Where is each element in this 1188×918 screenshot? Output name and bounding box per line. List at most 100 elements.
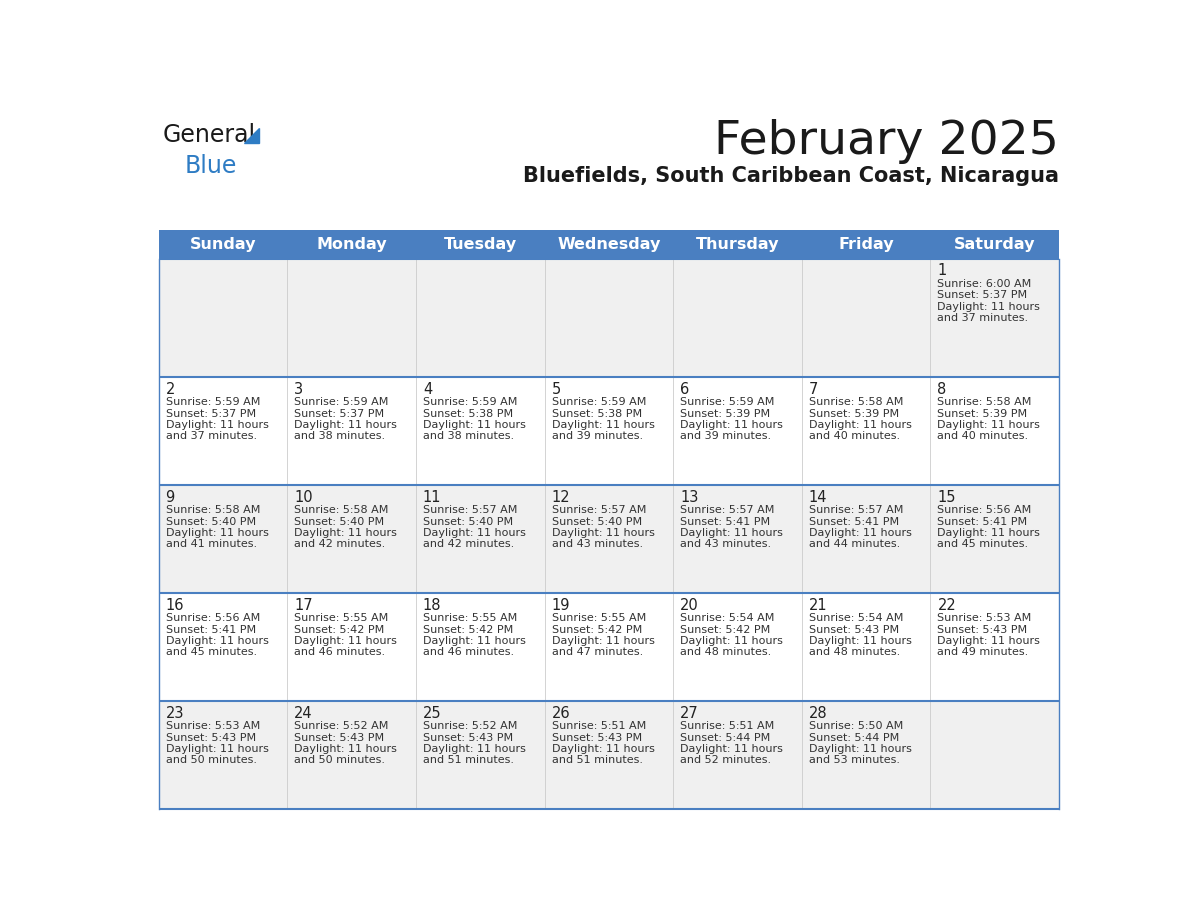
Text: and 53 minutes.: and 53 minutes. [809,756,899,766]
Text: Sunrise: 5:52 AM: Sunrise: 5:52 AM [295,722,388,732]
Text: Daylight: 11 hours: Daylight: 11 hours [165,744,268,754]
Text: Sunset: 5:37 PM: Sunset: 5:37 PM [937,290,1028,300]
Text: Sunrise: 5:52 AM: Sunrise: 5:52 AM [423,722,517,732]
Text: Sunday: Sunday [190,237,257,252]
Text: 12: 12 [551,490,570,505]
Text: 20: 20 [681,598,699,613]
Text: Sunrise: 5:54 AM: Sunrise: 5:54 AM [809,613,903,623]
Text: and 38 minutes.: and 38 minutes. [423,431,514,442]
Text: Daylight: 11 hours: Daylight: 11 hours [423,420,526,430]
Text: Sunset: 5:40 PM: Sunset: 5:40 PM [165,517,255,527]
Text: and 43 minutes.: and 43 minutes. [681,540,771,549]
Text: Sunrise: 5:57 AM: Sunrise: 5:57 AM [681,505,775,515]
Text: 22: 22 [937,598,956,613]
Text: Sunrise: 5:57 AM: Sunrise: 5:57 AM [423,505,517,515]
Text: Sunrise: 5:58 AM: Sunrise: 5:58 AM [937,397,1032,408]
Bar [158,701,1060,810]
Text: 17: 17 [295,598,312,613]
Text: and 52 minutes.: and 52 minutes. [681,756,771,766]
Text: Sunset: 5:41 PM: Sunset: 5:41 PM [681,517,770,527]
Text: and 49 minutes.: and 49 minutes. [937,647,1029,657]
Text: Daylight: 11 hours: Daylight: 11 hours [423,528,526,538]
Text: Sunrise: 5:56 AM: Sunrise: 5:56 AM [165,613,260,623]
Text: Daylight: 11 hours: Daylight: 11 hours [165,420,268,430]
Text: 2: 2 [165,382,175,397]
Text: Sunset: 5:42 PM: Sunset: 5:42 PM [551,624,642,634]
Text: Daylight: 11 hours: Daylight: 11 hours [165,636,268,646]
Text: 27: 27 [681,706,699,721]
Text: Daylight: 11 hours: Daylight: 11 hours [423,636,526,646]
Text: and 40 minutes.: and 40 minutes. [937,431,1029,442]
Text: Daylight: 11 hours: Daylight: 11 hours [937,636,1041,646]
Text: Sunset: 5:44 PM: Sunset: 5:44 PM [809,733,899,743]
Text: and 38 minutes.: and 38 minutes. [295,431,385,442]
Text: Sunset: 5:40 PM: Sunset: 5:40 PM [423,517,513,527]
Text: Daylight: 11 hours: Daylight: 11 hours [551,528,655,538]
Text: 15: 15 [937,490,956,505]
Text: 8: 8 [937,382,947,397]
Text: Sunset: 5:43 PM: Sunset: 5:43 PM [423,733,513,743]
Text: Sunset: 5:37 PM: Sunset: 5:37 PM [165,409,255,419]
Text: Sunset: 5:43 PM: Sunset: 5:43 PM [295,733,385,743]
Text: Daylight: 11 hours: Daylight: 11 hours [551,420,655,430]
Text: Daylight: 11 hours: Daylight: 11 hours [809,744,911,754]
Text: Daylight: 11 hours: Daylight: 11 hours [295,744,397,754]
Text: Sunrise: 5:50 AM: Sunrise: 5:50 AM [809,722,903,732]
Text: Sunrise: 6:00 AM: Sunrise: 6:00 AM [937,279,1031,289]
Text: February 2025: February 2025 [714,119,1060,164]
Bar [158,259,1060,377]
Text: 16: 16 [165,598,184,613]
Text: Sunrise: 5:59 AM: Sunrise: 5:59 AM [681,397,775,408]
Text: Sunrise: 5:55 AM: Sunrise: 5:55 AM [295,613,388,623]
Text: and 39 minutes.: and 39 minutes. [551,431,643,442]
Text: Saturday: Saturday [954,237,1036,252]
Text: Sunrise: 5:53 AM: Sunrise: 5:53 AM [937,613,1031,623]
Text: Daylight: 11 hours: Daylight: 11 hours [809,420,911,430]
Text: Sunrise: 5:58 AM: Sunrise: 5:58 AM [165,505,260,515]
Text: Daylight: 11 hours: Daylight: 11 hours [165,528,268,538]
Text: Daylight: 11 hours: Daylight: 11 hours [551,636,655,646]
Text: Daylight: 11 hours: Daylight: 11 hours [809,636,911,646]
Text: 18: 18 [423,598,442,613]
Text: 26: 26 [551,706,570,721]
Text: Sunset: 5:43 PM: Sunset: 5:43 PM [551,733,642,743]
Text: Sunset: 5:43 PM: Sunset: 5:43 PM [809,624,899,634]
Text: Daylight: 11 hours: Daylight: 11 hours [937,528,1041,538]
Bar [158,377,1060,486]
Text: Daylight: 11 hours: Daylight: 11 hours [423,744,526,754]
Text: Sunrise: 5:59 AM: Sunrise: 5:59 AM [551,397,646,408]
Text: and 42 minutes.: and 42 minutes. [423,540,514,549]
Text: 7: 7 [809,382,819,397]
Text: Daylight: 11 hours: Daylight: 11 hours [937,302,1041,311]
Text: and 43 minutes.: and 43 minutes. [551,540,643,549]
Text: Daylight: 11 hours: Daylight: 11 hours [681,744,783,754]
Text: Sunrise: 5:51 AM: Sunrise: 5:51 AM [551,722,646,732]
Text: Sunset: 5:41 PM: Sunset: 5:41 PM [809,517,899,527]
Bar [158,230,1060,259]
Text: and 44 minutes.: and 44 minutes. [809,540,901,549]
Text: and 50 minutes.: and 50 minutes. [165,756,257,766]
Text: Sunrise: 5:53 AM: Sunrise: 5:53 AM [165,722,260,732]
Text: and 45 minutes.: and 45 minutes. [165,647,257,657]
Text: Sunrise: 5:57 AM: Sunrise: 5:57 AM [809,505,903,515]
Bar [158,593,1060,701]
Text: and 45 minutes.: and 45 minutes. [937,540,1029,549]
Text: 19: 19 [551,598,570,613]
Text: Sunset: 5:40 PM: Sunset: 5:40 PM [551,517,642,527]
Text: and 48 minutes.: and 48 minutes. [809,647,901,657]
Text: Friday: Friday [839,237,893,252]
Text: Sunrise: 5:51 AM: Sunrise: 5:51 AM [681,722,775,732]
Text: and 51 minutes.: and 51 minutes. [551,756,643,766]
Text: and 51 minutes.: and 51 minutes. [423,756,514,766]
Text: 5: 5 [551,382,561,397]
Text: 23: 23 [165,706,184,721]
Text: Wednesday: Wednesday [557,237,661,252]
Text: Bluefields, South Caribbean Coast, Nicaragua: Bluefields, South Caribbean Coast, Nicar… [523,165,1060,185]
Text: Sunset: 5:41 PM: Sunset: 5:41 PM [165,624,255,634]
Text: Sunset: 5:43 PM: Sunset: 5:43 PM [165,733,255,743]
Text: Monday: Monday [316,237,387,252]
Text: Sunset: 5:42 PM: Sunset: 5:42 PM [295,624,385,634]
Text: Blue: Blue [185,154,238,178]
Text: Sunset: 5:39 PM: Sunset: 5:39 PM [809,409,899,419]
Text: Sunrise: 5:55 AM: Sunrise: 5:55 AM [551,613,646,623]
